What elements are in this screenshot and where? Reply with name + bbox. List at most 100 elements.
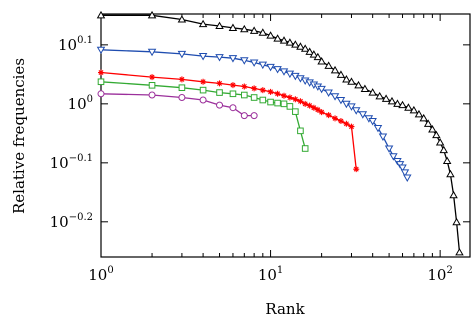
data-point bbox=[148, 91, 156, 99]
data-point bbox=[216, 101, 224, 109]
data-point bbox=[409, 105, 419, 114]
series-star bbox=[98, 69, 360, 173]
data-point bbox=[292, 96, 299, 103]
data-point bbox=[318, 109, 325, 116]
x-tick-label-exponent: 2 bbox=[446, 265, 452, 276]
data-point bbox=[375, 91, 384, 100]
x-tick-label-base: 10 bbox=[258, 266, 277, 284]
data-point bbox=[403, 174, 412, 182]
x-tick-label-exponent: 0 bbox=[107, 265, 113, 276]
data-point bbox=[97, 90, 105, 98]
data-point bbox=[414, 109, 424, 118]
data-point bbox=[439, 145, 448, 154]
data-point bbox=[435, 138, 445, 146]
data-point bbox=[314, 106, 321, 113]
data-point bbox=[309, 50, 319, 58]
x-tick-label-base: 10 bbox=[88, 266, 107, 284]
data-point bbox=[358, 111, 368, 119]
data-point bbox=[147, 48, 157, 57]
data-point bbox=[353, 166, 360, 173]
data-point bbox=[266, 63, 275, 72]
data-point bbox=[240, 112, 248, 120]
data-point bbox=[360, 84, 370, 92]
x-tick-label-exponent: 1 bbox=[277, 265, 283, 276]
data-point bbox=[398, 164, 407, 172]
data-point bbox=[285, 38, 295, 46]
data-point bbox=[96, 46, 106, 55]
data-point bbox=[177, 50, 187, 59]
data-point bbox=[348, 123, 355, 130]
data-point bbox=[306, 102, 313, 109]
data-point bbox=[449, 190, 458, 199]
data-point bbox=[324, 61, 333, 69]
data-point bbox=[267, 98, 274, 106]
data-point bbox=[305, 47, 314, 55]
data-point bbox=[419, 113, 428, 122]
data-point bbox=[325, 112, 332, 119]
data-point bbox=[280, 92, 287, 99]
data-point bbox=[240, 57, 249, 65]
data-point bbox=[347, 103, 356, 111]
data-point bbox=[313, 52, 323, 61]
data-point bbox=[393, 99, 402, 107]
data-point bbox=[332, 115, 339, 122]
data-point bbox=[286, 103, 294, 110]
data-point bbox=[317, 85, 326, 94]
data-point bbox=[267, 88, 274, 95]
data-point bbox=[285, 70, 295, 79]
data-point bbox=[215, 54, 224, 62]
data-point bbox=[199, 96, 207, 104]
data-point bbox=[249, 59, 259, 67]
data-point bbox=[455, 247, 464, 256]
data-point bbox=[291, 40, 300, 48]
data-point bbox=[273, 34, 282, 42]
data-point bbox=[330, 93, 340, 101]
data-point bbox=[259, 87, 266, 94]
data-point bbox=[446, 169, 455, 178]
data-point bbox=[229, 90, 237, 98]
data-point bbox=[389, 153, 398, 161]
data-point bbox=[279, 36, 289, 44]
y-tick-label: 100.1 bbox=[58, 35, 93, 54]
data-point bbox=[351, 107, 361, 115]
data-point bbox=[274, 90, 281, 97]
data-point bbox=[250, 112, 258, 120]
data-point bbox=[240, 24, 249, 33]
data-point bbox=[342, 75, 351, 83]
data-point bbox=[266, 31, 275, 39]
data-point bbox=[310, 104, 317, 111]
data-point bbox=[97, 78, 105, 86]
data-point bbox=[324, 89, 333, 97]
data-point bbox=[259, 96, 267, 104]
series-square bbox=[97, 78, 309, 152]
y-tick-label-base: 10 bbox=[50, 154, 69, 172]
data-point bbox=[368, 88, 377, 96]
data-point bbox=[384, 145, 394, 153]
data-point bbox=[200, 78, 207, 85]
data-point bbox=[286, 94, 293, 101]
data-point bbox=[381, 94, 391, 102]
y-tick-label-exponent: 0.1 bbox=[77, 35, 93, 46]
data-point bbox=[432, 130, 441, 139]
series-triangle-down bbox=[96, 46, 412, 182]
data-point bbox=[149, 74, 156, 81]
data-point bbox=[229, 104, 237, 112]
data-point bbox=[198, 53, 208, 61]
data-point bbox=[378, 133, 388, 141]
data-point bbox=[229, 82, 236, 89]
data-point bbox=[258, 28, 268, 36]
data-point bbox=[337, 118, 344, 125]
data-point bbox=[354, 80, 363, 89]
data-point bbox=[330, 65, 340, 74]
x-tick-label: 102 bbox=[427, 265, 452, 284]
x-tick-label: 100 bbox=[88, 265, 113, 284]
data-point bbox=[241, 91, 248, 99]
y-tick-label-exponent: −0.1 bbox=[69, 153, 93, 164]
data-point bbox=[428, 125, 437, 133]
series-layer bbox=[96, 10, 464, 256]
data-point bbox=[279, 68, 289, 76]
y-tick-label: 100 bbox=[68, 94, 93, 113]
y-axis-label: Relative frequencies bbox=[10, 58, 28, 214]
y-tick-label-base: 10 bbox=[68, 95, 87, 113]
